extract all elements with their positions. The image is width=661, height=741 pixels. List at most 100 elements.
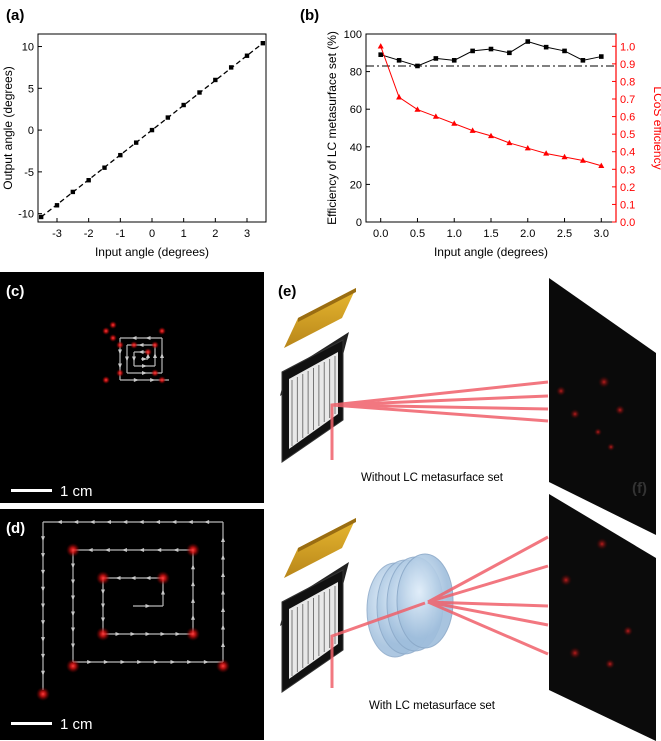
trajectory-arrow: [160, 353, 164, 358]
chart-a-point: [244, 53, 250, 58]
chart-a-point: [197, 90, 202, 95]
chart-b-point-square: [396, 58, 402, 63]
focal-spot: [109, 321, 117, 329]
focal-spot: [109, 334, 117, 342]
chart-a-point: [181, 102, 186, 108]
chart-b-ytick-label: 60: [350, 104, 362, 116]
chart-a-point: [260, 40, 266, 46]
chart-b-point-triangle: [561, 153, 568, 160]
beams-bottom: [330, 535, 549, 688]
chart-a-ytick-label: 5: [28, 83, 34, 95]
chart-b-ytick-right-label: 0.3: [620, 164, 635, 176]
trajectory-arrow: [145, 604, 151, 608]
lcos-device-bottom: [280, 518, 356, 693]
focal-spot: [186, 627, 200, 641]
trajectory-arrow: [191, 581, 195, 587]
trajectory-arrow: [138, 343, 144, 347]
focal-spot: [66, 543, 80, 557]
panel-label-a: (a): [6, 7, 24, 24]
chart-b-point-triangle: [451, 120, 458, 126]
trajectory-arrow: [41, 620, 45, 626]
trajectory-arrow: [138, 350, 144, 354]
panel-label-d: (d): [6, 520, 25, 537]
chart-b-ytick-label: 100: [344, 29, 362, 41]
chart-a-xtick-label: 2: [212, 228, 218, 240]
trajectory-arrow: [71, 595, 75, 601]
trajectory-arrow: [130, 632, 136, 636]
chart-a-point: [165, 115, 171, 120]
trajectory-arrow: [204, 520, 210, 524]
chart-a-point: [149, 127, 155, 133]
chart-b-xtick-label: 1.5: [483, 228, 498, 240]
trajectory-arrow: [121, 548, 127, 552]
chart-b-point-square: [525, 39, 531, 44]
focal-spot: [96, 627, 110, 641]
trajectory-arrow: [41, 586, 45, 592]
chart-a-point: [86, 178, 91, 183]
panel-c-scalebar-label: 1 cm: [60, 483, 93, 500]
trajectory-arrow: [221, 642, 225, 647]
chart-b-xtick-label: 2.5: [557, 228, 572, 240]
focal-spot: [216, 659, 230, 673]
trajectory-arrow: [191, 597, 195, 603]
chart-b: 0.0 0.5 1.0 1.5 2.0 2.5 3.0 0 20 40 60 80 100 0.0 0.1 0…: [325, 29, 661, 259]
chart-b-ylabel: Efficiency of LC metasurface set (%): [325, 31, 339, 225]
trajectory-arrow: [122, 520, 128, 524]
chart-b-xtick-label: 0.0: [373, 228, 388, 240]
trajectory-arrow: [153, 660, 159, 664]
chart-b-point-square: [562, 48, 567, 54]
trajectory-arrow: [187, 520, 193, 524]
chart-b-xlabel: Input angle (degrees): [434, 245, 548, 259]
trajectory-arrow: [221, 572, 225, 577]
trajectory-arrow: [173, 548, 179, 552]
chart-b-point-triangle: [469, 127, 476, 133]
trajectory-arrow: [131, 336, 137, 340]
chart-b-point-square: [451, 58, 457, 63]
beams-top: [330, 380, 549, 460]
chart-b-ytick-right-label: 0.0: [620, 217, 635, 229]
panel-d-scalebar: [11, 722, 52, 725]
chart-b-ytick-right-label: 0.2: [620, 182, 635, 194]
focal-spot: [36, 687, 50, 701]
focal-spot: [186, 543, 200, 557]
trajectory-arrow: [138, 520, 144, 524]
trajectory-arrow: [221, 589, 225, 595]
trajectory-arrow: [101, 617, 105, 623]
trajectory-arrow: [221, 624, 225, 630]
trajectory-arrow: [137, 660, 143, 664]
trajectory-arrow: [145, 576, 151, 580]
trajectory-arrow: [125, 356, 129, 362]
chart-b-point-triangle: [488, 132, 494, 139]
trajectory-arrow: [142, 364, 147, 368]
chart-a-xlabel: Input angle (degrees): [95, 245, 209, 259]
trajectory-arrow: [41, 637, 45, 643]
chart-b-ytick-right-label: 0.6: [620, 112, 635, 124]
lc-metasurface-set: [366, 553, 454, 658]
chart-b-xtick-label: 1.0: [447, 228, 462, 240]
panel-d-spiral: [36, 520, 230, 701]
focal-spot: [116, 369, 124, 377]
trajectory-arrow: [171, 520, 177, 524]
trajectory-arrow: [115, 632, 121, 636]
chart-b-point-square: [543, 44, 549, 50]
chart-a-point: [38, 214, 44, 220]
trajectory-arrow: [71, 579, 75, 585]
panel-c-spiral: [102, 321, 169, 384]
trajectory-arrow: [71, 643, 75, 649]
chart-b-ytick-label: 80: [350, 67, 362, 79]
panel-c-scalebar: [11, 489, 52, 492]
chart-b-ytick-right-label: 0.9: [620, 59, 635, 71]
trajectory-arrow: [71, 563, 75, 569]
trajectory-arrow: [115, 576, 121, 580]
caption-without: Without LC metasurface set: [361, 472, 504, 484]
gold-plate-top: [284, 288, 356, 348]
chart-b-point-square: [507, 50, 512, 56]
chart-a-ytick-label: -5: [24, 167, 34, 179]
trajectory-arrow: [139, 548, 145, 552]
focal-spot: [116, 341, 124, 349]
chart-b-point-triangle: [432, 113, 439, 119]
trajectory-arrow: [56, 520, 62, 524]
